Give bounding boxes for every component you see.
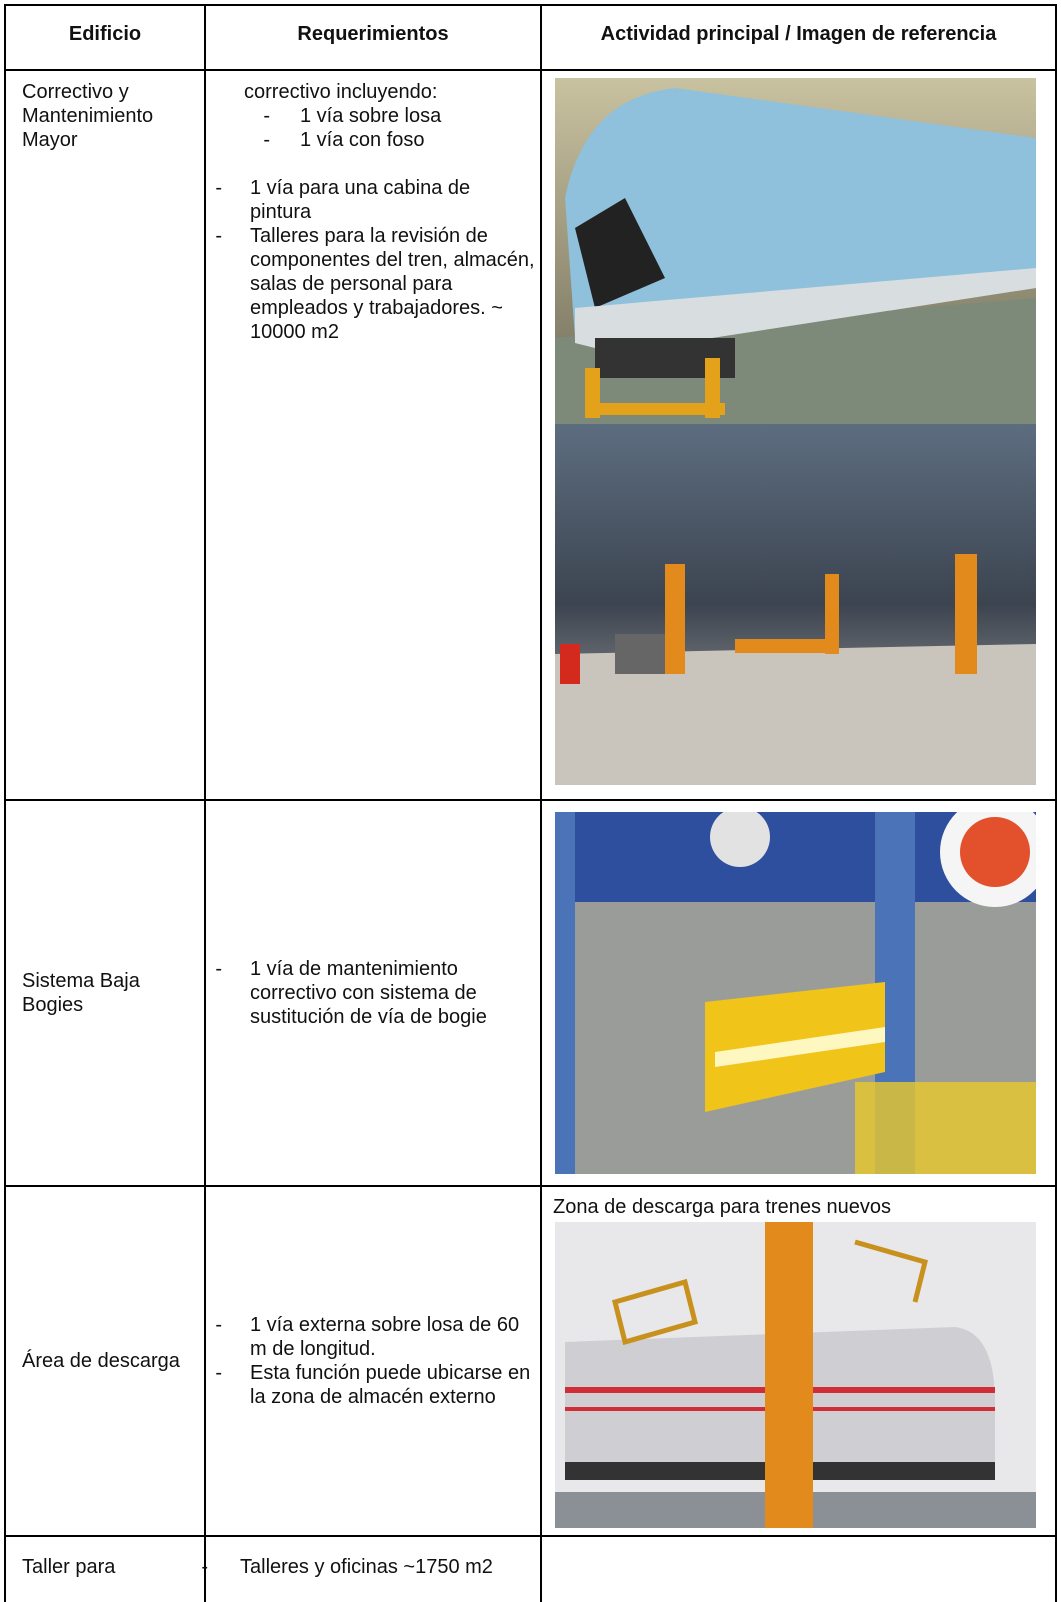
border xyxy=(4,69,1057,71)
image-caption: Zona de descarga para trenes nuevos xyxy=(553,1196,891,1218)
border xyxy=(4,1185,1057,1187)
header-cell: Edificio xyxy=(68,23,142,45)
border xyxy=(1055,4,1057,1602)
header-cell: Actividad principal / Imagen de referenc… xyxy=(600,23,997,45)
reference-image xyxy=(555,424,1036,785)
intro: correctivo incluyendo: xyxy=(244,81,438,103)
building: Sistema Baja Bogies xyxy=(22,970,140,1016)
requirements: correctivo incluyendo: 1 vía sobre losa … xyxy=(218,80,536,344)
item: 1 vía de mantenimiento correctivo con si… xyxy=(222,957,536,1029)
border xyxy=(4,4,1057,6)
item: 1 vía para una cabina de pintura xyxy=(222,176,536,224)
reference-image xyxy=(555,812,1036,1174)
list: Talleres y oficinas ~1750 m2 xyxy=(204,1555,534,1579)
list: 1 vía de mantenimiento correctivo con si… xyxy=(218,957,536,1029)
requirements: 1 vía externa sobre losa de 60 m de long… xyxy=(218,1187,536,1535)
item: Talleres y oficinas ~1750 m2 xyxy=(208,1555,534,1579)
sub-item: 1 vía sobre losa xyxy=(270,104,536,128)
list: 1 vía para una cabina de pintura Tallere… xyxy=(218,176,536,344)
border xyxy=(4,4,6,1602)
item: 1 vía externa sobre losa de 60 m de long… xyxy=(222,1313,536,1361)
reference-image xyxy=(555,78,1036,424)
item: Esta función puede ubicarse en la zona d… xyxy=(222,1361,536,1409)
building: Correctivo y Mantenimiento Mayor xyxy=(22,81,154,151)
requirements: 1 vía de mantenimiento correctivo con si… xyxy=(218,801,536,1185)
item: Talleres para la revisión de componentes… xyxy=(222,224,536,344)
border xyxy=(204,4,206,1602)
border xyxy=(4,1535,1057,1537)
list: 1 vía externa sobre losa de 60 m de long… xyxy=(218,1313,536,1409)
sub-list: 1 vía sobre losa 1 vía con foso xyxy=(218,104,536,152)
sub-item: 1 vía con foso xyxy=(270,128,536,152)
building: Área de descarga xyxy=(22,1350,180,1372)
building: Taller para xyxy=(22,1556,116,1578)
border xyxy=(540,4,542,1602)
requirements: Talleres y oficinas ~1750 m2 xyxy=(204,1555,534,1579)
reference-image xyxy=(555,1222,1036,1528)
border xyxy=(4,799,1057,801)
header-cell: Requerimientos xyxy=(297,23,449,45)
